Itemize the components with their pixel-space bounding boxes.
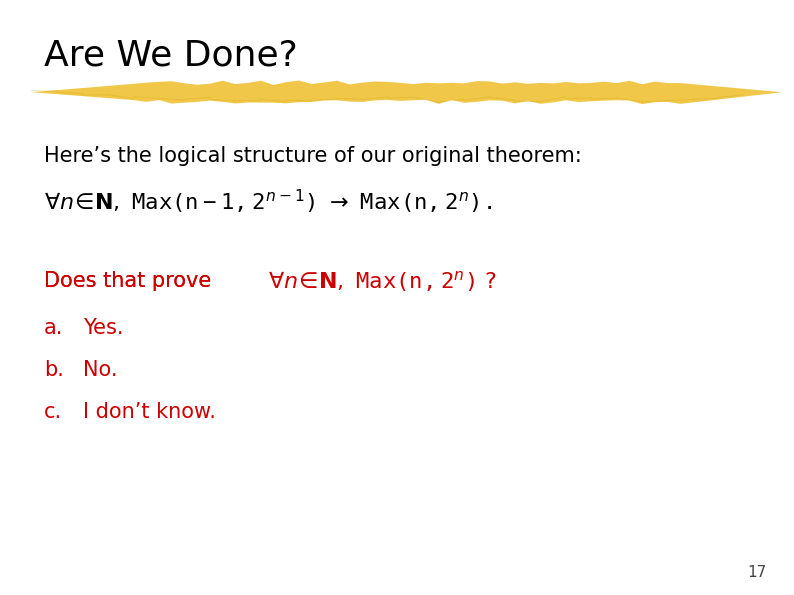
Text: Here’s the logical structure of our original theorem:: Here’s the logical structure of our orig… — [44, 146, 581, 166]
Text: b.: b. — [44, 360, 64, 380]
Text: I don’t know.: I don’t know. — [83, 402, 216, 422]
Text: $\forall n\!\in\!\mathbf{N},\ $$\mathtt{Max(n,2}^{n}\mathtt{)}$$\ ?$: $\forall n\!\in\!\mathbf{N},\ $$\mathtt{… — [268, 269, 497, 294]
Text: Does that prove: Does that prove — [44, 271, 218, 291]
Text: a.: a. — [44, 318, 63, 339]
Text: Yes.: Yes. — [83, 318, 124, 339]
Text: No.: No. — [83, 360, 118, 380]
Text: Does that prove: Does that prove — [44, 271, 218, 291]
Text: c.: c. — [44, 402, 62, 422]
Text: $\forall n\!\in\!\mathbf{N},\ $$\mathtt{Max(n-1,2}^{n-1}\mathtt{)}$$\ \rightarro: $\forall n\!\in\!\mathbf{N},\ $$\mathtt{… — [44, 187, 491, 215]
Text: 17: 17 — [747, 565, 766, 580]
Polygon shape — [32, 80, 782, 104]
Text: Are We Done?: Are We Done? — [44, 39, 298, 73]
